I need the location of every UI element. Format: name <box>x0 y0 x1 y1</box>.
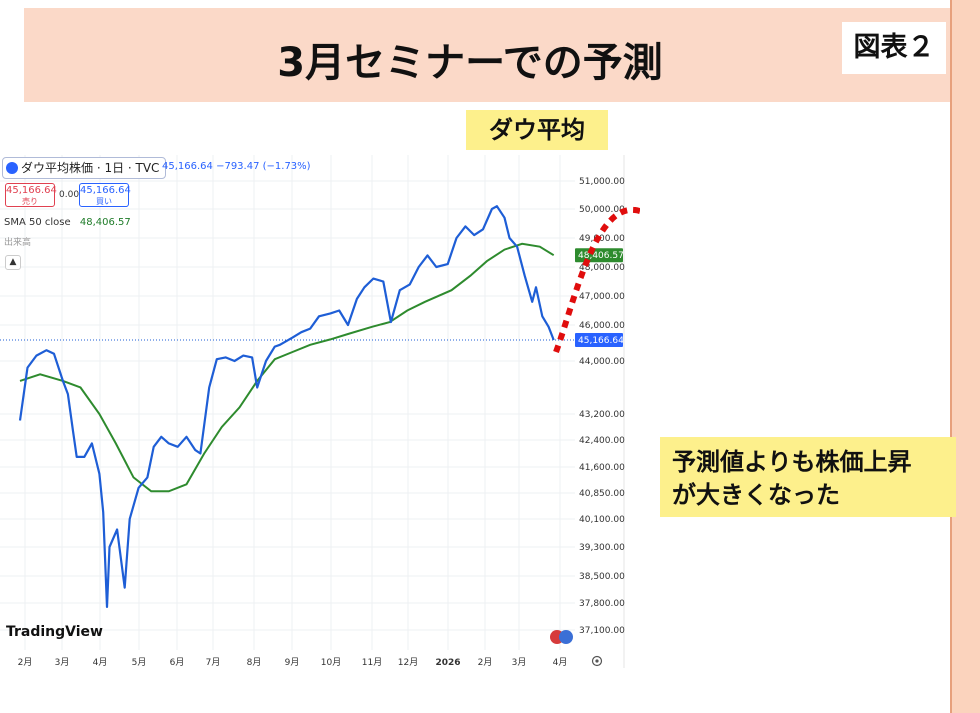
x-tick-label: 8月 <box>247 657 262 668</box>
sma-legend-label: SMA 50 close <box>4 217 71 228</box>
settings-icon[interactable] <box>591 655 603 667</box>
y-tick-label: 41,600.00 <box>579 463 625 473</box>
chart-subtitle: ダウ平均 <box>466 110 608 150</box>
x-axis-ticks: 2月 3月 4月 5月 6月 7月 8月 9月 10月 11月 12月 2026 2月 3月 4月 <box>18 657 568 668</box>
x-tick-label: 6月 <box>170 657 185 668</box>
events-icon-blue <box>559 630 573 644</box>
forecast-arrow <box>553 206 640 354</box>
symbol-selector[interactable]: ダウ平均株価 · 1日 · TVC <box>2 157 167 179</box>
tradingview-logo-text: TradingView <box>6 624 103 640</box>
symbol-logo-icon <box>6 162 18 174</box>
volume-legend: 出来高 <box>4 238 32 248</box>
sma-tag: 48,406.57 <box>575 248 624 263</box>
price-tag-text: 45,166.64 <box>578 336 624 346</box>
settings-icon-ring <box>591 655 603 667</box>
chevron-up-icon: ▲ <box>9 257 17 267</box>
x-tick-label: 4月 <box>553 657 568 668</box>
sell-price: 45,166.64 <box>6 185 57 196</box>
sell-label: 売り <box>22 197 38 206</box>
y-tick-label: 42,400.00 <box>579 436 625 446</box>
x-tick-label: 9月 <box>285 657 300 668</box>
price-tag-background <box>575 333 623 348</box>
right-border-stripe <box>950 0 980 713</box>
x-tick-label: 7月 <box>206 657 221 668</box>
buy-label: 買い <box>96 197 112 206</box>
x-tick-label: 11月 <box>362 657 382 668</box>
y-tick-label: 37,800.00 <box>579 599 625 609</box>
events-icon[interactable] <box>550 630 573 644</box>
sma-legend[interactable]: SMA 50 close 48,406.57 <box>4 217 131 228</box>
grid-lines <box>0 155 575 650</box>
price-line <box>18 205 555 609</box>
annotation-box: 予測値よりも株価上昇 が大きくなった <box>660 437 956 517</box>
symbol-label: ダウ平均株価 · 1日 · TVC <box>21 161 160 175</box>
sma-legend-value: 48,406.57 <box>79 217 131 228</box>
sma-line <box>19 242 555 493</box>
sell-button[interactable]: 45,166.64 売り <box>5 183 57 207</box>
collapse-legend-button[interactable]: ▲ <box>5 255 21 270</box>
y-tick-label: 37,100.00 <box>579 626 625 636</box>
y-axis-ticks: 51,000.00 50,000.00 49,000.00 48,000.00 47,0… <box>579 177 625 636</box>
y-tick-label: 40,850.00 <box>579 489 625 499</box>
annotation-line-1: 予測値よりも株価上昇 <box>672 448 912 476</box>
y-tick-label: 47,000.00 <box>579 292 625 302</box>
y-tick-label: 46,000.00 <box>579 321 625 331</box>
settings-icon-hub <box>595 659 599 663</box>
x-tick-label: 12月 <box>398 657 418 668</box>
annotation-line-2: が大きくなった <box>672 481 840 509</box>
forecast-dotted-curve <box>553 206 640 354</box>
y-tick-label: 43,200.00 <box>579 410 625 420</box>
y-tick-label: 49,000.00 <box>579 234 625 244</box>
title-banner <box>24 8 950 102</box>
page-title: 3月セミナーでの予測 <box>277 40 663 86</box>
spread-value: 0.00 <box>59 190 80 200</box>
sma-tag-background <box>575 248 623 263</box>
x-tick-label: 2月 <box>478 657 493 668</box>
y-tick-label: 44,000.00 <box>579 357 625 367</box>
y-tick-label: 39,300.00 <box>579 543 625 553</box>
x-tick-label: 4月 <box>93 657 108 668</box>
price-tag: 45,166.64 <box>575 333 624 348</box>
x-tick-label: 3月 <box>512 657 527 668</box>
x-tick-label: 5月 <box>132 657 147 668</box>
x-tick-label: 3月 <box>55 657 70 668</box>
chart[interactable]: 51,000.00 50,000.00 49,000.00 48,000.00 47,0… <box>0 150 640 675</box>
y-tick-label: 40,100.00 <box>579 515 625 525</box>
tradingview-logo: TradingView <box>6 624 103 640</box>
last-price-info: 45,166.64 −793.47 (−1.73%) <box>162 161 311 172</box>
figure-label: 図表２ <box>842 22 946 74</box>
x-tick-label: 2月 <box>18 657 33 668</box>
y-tick-label: 38,500.00 <box>579 572 625 582</box>
y-tick-label: 51,000.00 <box>579 177 625 187</box>
sma-tag-text: 48,406.57 <box>578 251 624 261</box>
x-tick-label: 2026 <box>435 658 460 668</box>
buy-price: 45,166.64 <box>80 185 131 196</box>
y-tick-label: 50,000.00 <box>579 205 625 215</box>
y-tick-label: 48,000.00 <box>579 263 625 273</box>
x-tick-label: 10月 <box>321 657 341 668</box>
buy-button[interactable]: 45,166.64 買い <box>79 183 131 207</box>
